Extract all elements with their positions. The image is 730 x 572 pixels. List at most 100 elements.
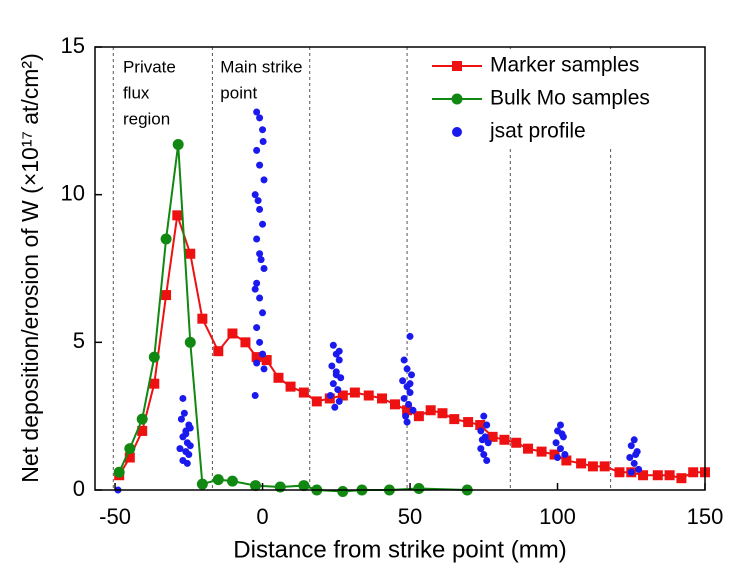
point — [334, 386, 342, 394]
point — [332, 371, 340, 379]
point — [561, 451, 569, 459]
marker-square — [463, 417, 474, 428]
marker-square — [298, 387, 309, 398]
y-tick-label: 15 — [61, 33, 85, 58]
legend-label: Bulk Mo samples — [490, 87, 650, 110]
point — [251, 285, 259, 293]
y-axis-label: Net deposition/erosion of W (×10¹⁷ at/cm… — [17, 53, 43, 483]
marker-square — [227, 328, 238, 339]
point — [406, 389, 414, 397]
point — [406, 380, 414, 388]
marker-circle — [226, 475, 238, 487]
point — [635, 465, 643, 473]
point — [256, 250, 264, 258]
point — [260, 265, 268, 272]
point — [477, 445, 485, 453]
point — [183, 459, 191, 467]
marker-square — [449, 414, 460, 425]
marker-square — [273, 372, 284, 383]
point — [253, 324, 261, 332]
marker-square — [523, 443, 534, 454]
point — [480, 451, 488, 459]
point — [402, 412, 410, 420]
marker-square — [549, 449, 560, 460]
annotation: point — [220, 83, 257, 102]
point — [408, 371, 416, 379]
x-tick-label: -50 — [99, 504, 131, 529]
point — [627, 442, 635, 450]
marker-square — [561, 455, 572, 466]
point — [406, 332, 414, 340]
annotation: region — [123, 109, 170, 128]
marker-square — [487, 431, 498, 442]
marker-square — [413, 411, 424, 422]
marker-square — [172, 210, 183, 221]
marker-square — [652, 470, 663, 481]
x-tick-label: 50 — [398, 504, 422, 529]
point — [253, 108, 261, 116]
point — [630, 436, 638, 444]
y-tick-label: 5 — [73, 328, 85, 353]
marker-circle — [148, 351, 160, 363]
point — [558, 430, 566, 438]
point — [259, 350, 267, 358]
point — [256, 114, 264, 122]
point — [179, 394, 187, 402]
point — [251, 191, 259, 199]
legend-marker — [451, 93, 463, 105]
point — [177, 415, 185, 423]
marker-circle — [160, 233, 172, 245]
point — [256, 294, 264, 302]
point — [256, 205, 264, 213]
point — [400, 394, 408, 402]
point — [256, 338, 264, 346]
marker-square — [511, 437, 522, 448]
marker-square — [587, 461, 598, 472]
point — [556, 421, 564, 429]
y-tick-label: 0 — [73, 476, 85, 501]
plot-frame — [94, 46, 706, 491]
marker-circle — [298, 480, 310, 492]
point — [254, 197, 262, 205]
point — [630, 459, 638, 467]
point — [328, 362, 336, 370]
marker-square — [664, 470, 675, 481]
marker-square — [614, 467, 625, 478]
marker-square — [197, 313, 208, 324]
point — [259, 126, 267, 134]
marker-square — [285, 381, 296, 392]
point — [556, 445, 564, 453]
point — [400, 356, 408, 364]
point — [186, 442, 194, 450]
point — [480, 412, 488, 420]
series-line — [118, 144, 468, 493]
marker-square — [240, 337, 251, 348]
point — [253, 359, 261, 367]
point — [253, 279, 261, 287]
marker-square — [337, 390, 348, 401]
point — [329, 380, 337, 388]
point — [477, 427, 485, 435]
marker-square — [213, 346, 224, 357]
marker-circle — [124, 443, 136, 455]
annotation: Private — [123, 57, 176, 76]
marker-circle — [196, 478, 208, 490]
marker-square — [402, 405, 413, 416]
legend-marker — [452, 127, 462, 137]
marker-square — [349, 387, 360, 398]
point — [335, 356, 343, 364]
marker-square — [475, 420, 486, 431]
point — [335, 347, 343, 355]
marker-square — [261, 355, 272, 366]
point — [484, 439, 492, 447]
point — [180, 409, 188, 417]
marker-square — [149, 378, 160, 389]
marker-square — [363, 390, 374, 401]
marker-circle — [184, 336, 196, 348]
marker-square — [311, 396, 322, 407]
point — [403, 365, 411, 373]
x-axis-label: Distance from strike point (mm) — [233, 536, 566, 563]
point — [399, 377, 407, 385]
point — [405, 400, 413, 408]
